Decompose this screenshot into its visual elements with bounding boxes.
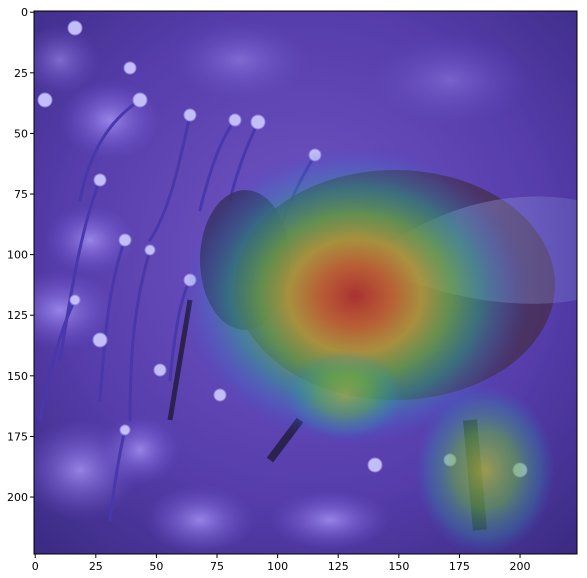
x-tick-label: 50	[149, 560, 163, 573]
y-tick-label: 100	[7, 249, 28, 262]
y-tick-label: 150	[7, 370, 28, 383]
y-tick-label: 25	[14, 67, 28, 80]
y-tick-label: 75	[14, 188, 28, 201]
stamen-tips	[37, 20, 528, 478]
x-tick-label: 175	[449, 560, 470, 573]
y-tick-label: 175	[7, 430, 28, 443]
colormap-wash	[34, 11, 577, 554]
y-tick-label: 125	[7, 309, 28, 322]
y-tick-label: 200	[7, 491, 28, 504]
x-tick-label: 0	[32, 560, 39, 573]
y-axis: 0 25 50 75 100 125 150 175 200	[7, 6, 34, 504]
heat-tertiary	[285, 350, 405, 440]
x-tick-label: 125	[328, 560, 349, 573]
x-tick-label: 150	[388, 560, 409, 573]
axes-frame	[33, 10, 578, 555]
x-tick-label: 100	[267, 560, 288, 573]
x-tick-label: 25	[89, 560, 103, 573]
y-tick-label: 50	[14, 127, 28, 140]
y-tick-label: 0	[21, 6, 28, 19]
heat-secondary	[415, 385, 555, 554]
heatmap-overlay	[180, 145, 555, 554]
image-area	[34, 11, 577, 554]
x-tick-label: 75	[210, 560, 224, 573]
x-tick-label: 200	[510, 560, 531, 573]
x-axis: 0 25 50 75 100 125 150 175 200	[32, 554, 531, 573]
heat-hotspot	[180, 145, 531, 446]
